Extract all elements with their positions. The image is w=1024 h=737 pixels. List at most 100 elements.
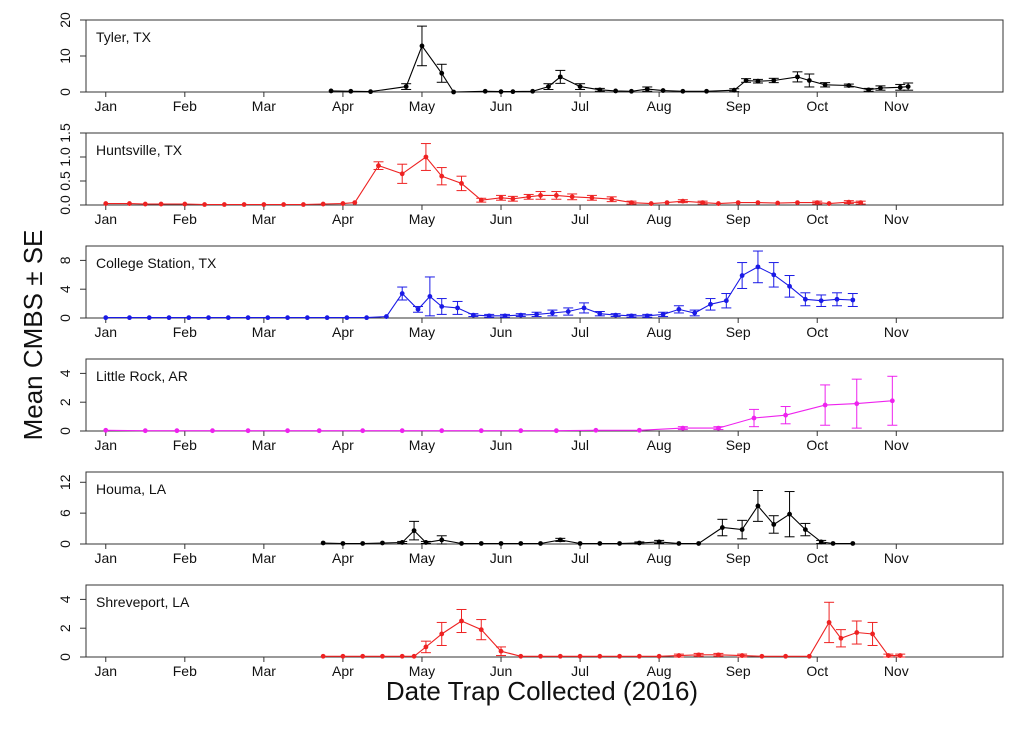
y-tick-label: 4 (57, 595, 73, 603)
data-point (439, 173, 445, 179)
data-point (716, 652, 721, 658)
data-point (439, 304, 445, 309)
data-point (850, 297, 856, 303)
x-tick-label: Apr (332, 663, 354, 679)
data-point (486, 313, 492, 319)
data-point (636, 540, 642, 546)
data-point (376, 163, 381, 169)
x-tick-label: Jul (571, 324, 589, 340)
data-point (245, 428, 251, 434)
x-tick-label: Jun (490, 550, 513, 566)
x-tick-label: Sep (726, 98, 751, 114)
data-point (360, 653, 366, 659)
panel-frame (85, 245, 1004, 319)
data-point (281, 202, 287, 207)
y-tick-label: 2 (57, 624, 73, 632)
x-axis-title: Date Trap Collected (2016) (386, 676, 698, 706)
data-point (755, 200, 761, 206)
data-point (696, 541, 702, 546)
data-point (423, 644, 429, 650)
data-point (589, 195, 595, 201)
data-point (656, 653, 662, 659)
panel-label: Huntsville, TX (96, 142, 183, 158)
data-point (304, 315, 310, 321)
panel-frame (85, 132, 1004, 206)
x-tick-label: Jan (94, 98, 117, 114)
data-point (878, 85, 883, 91)
data-point (538, 193, 543, 198)
data-point (285, 315, 290, 321)
data-point (676, 541, 682, 546)
data-point (324, 315, 330, 321)
data-point (459, 181, 464, 186)
x-tick-label: Jun (490, 98, 513, 114)
data-point (478, 627, 484, 633)
data-point (802, 527, 808, 532)
data-point (613, 88, 619, 94)
x-tick-label: May (409, 437, 435, 453)
data-point (636, 653, 642, 659)
data-point (680, 425, 686, 431)
data-point (550, 310, 555, 316)
data-point (577, 541, 583, 546)
data-point (261, 202, 267, 207)
data-point (716, 425, 721, 431)
data-point (380, 540, 385, 546)
series-line (105, 156, 861, 206)
data-point (498, 648, 504, 654)
data-point (696, 652, 702, 658)
data-point (320, 201, 326, 207)
data-point (676, 653, 682, 658)
data-point (822, 82, 828, 88)
data-point (210, 428, 215, 434)
data-point (510, 89, 516, 95)
y-tick-label: 4 (57, 285, 73, 293)
panel-label: Shreveport, LA (96, 594, 190, 610)
data-point (795, 200, 800, 206)
data-point (771, 272, 777, 278)
data-point (771, 78, 777, 83)
data-point (502, 313, 508, 319)
data-point (680, 198, 686, 204)
data-point (344, 315, 350, 321)
data-point (830, 541, 836, 546)
panel-2: Huntsville, TX 0.0 0.5 1.0 1.5 Jan Feb Mar Apr Ma… (57, 123, 1004, 227)
data-point (383, 314, 389, 319)
data-point (146, 315, 152, 321)
data-point (802, 296, 808, 302)
data-point (597, 87, 603, 93)
data-point (557, 74, 563, 80)
data-point (478, 428, 484, 434)
data-point (557, 653, 563, 659)
data-point (759, 653, 765, 659)
data-point (186, 315, 192, 321)
data-point (818, 298, 824, 304)
x-tick-label: Sep (726, 211, 751, 227)
data-point (530, 88, 536, 94)
data-point (427, 294, 433, 299)
x-tick-label: Jul (571, 98, 589, 114)
x-tick-label: Jan (94, 663, 117, 679)
y-tick-label: 10 (57, 48, 73, 64)
data-point (656, 539, 662, 545)
data-point (182, 201, 188, 207)
data-point (755, 503, 761, 509)
x-tick-label: Apr (332, 437, 354, 453)
x-tick-label: Feb (173, 663, 197, 679)
panel-frame (85, 358, 1004, 432)
data-point (739, 653, 745, 658)
panel-4: Little Rock, AR 0 2 4 Jan Feb Mar Apr May Jun Jul A… (57, 358, 1004, 453)
data-point (518, 653, 524, 659)
data-point (743, 78, 749, 83)
data-point (838, 635, 844, 641)
data-point (498, 195, 504, 201)
data-point (415, 306, 421, 312)
data-point (783, 412, 789, 418)
x-tick-label: Aug (647, 550, 672, 566)
data-point (577, 653, 583, 659)
x-tick-label: Sep (726, 437, 751, 453)
data-point (565, 309, 571, 314)
data-point (755, 78, 761, 84)
data-point (795, 74, 800, 80)
x-tick-label: Oct (806, 98, 828, 114)
